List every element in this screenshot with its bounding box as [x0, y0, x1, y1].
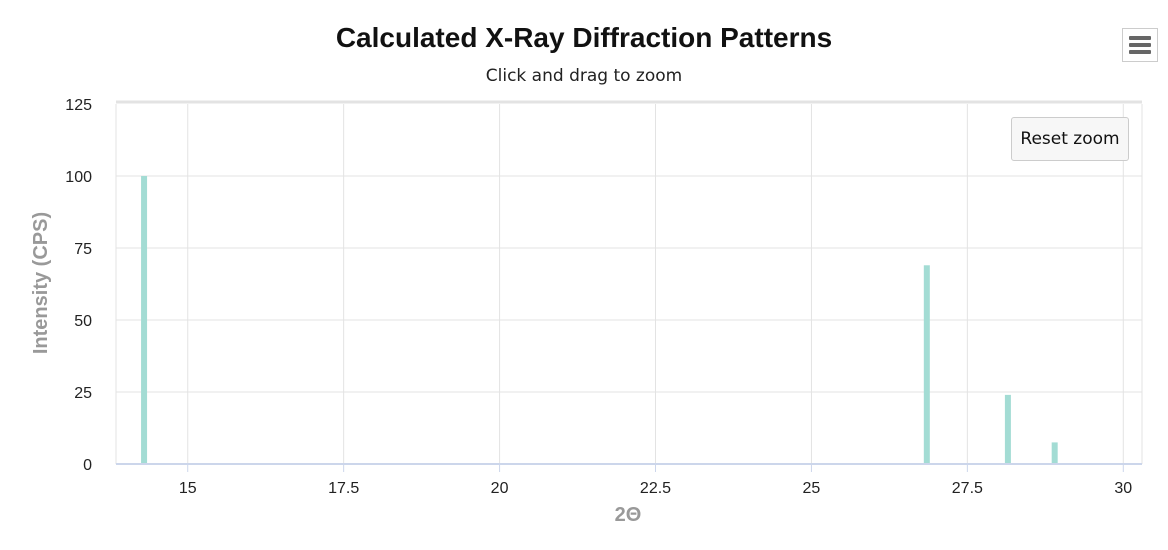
x-tick-label: 20 [491, 480, 509, 497]
data-bar[interactable] [923, 265, 930, 464]
x-tick-label: 25 [803, 480, 821, 497]
tick-labels: 0 25 50 75 100 125 15 17.5 20 22.5 25 27.5 30 [65, 97, 1132, 497]
y-tick-label: 0 [83, 457, 92, 474]
chart-title: Calculated X-Ray Diffraction Patterns [335, 22, 833, 53]
reset-zoom-button[interactable]: Reset zoom [1011, 117, 1129, 161]
y-tick-label: 25 [74, 385, 92, 402]
x-tick-label: 30 [1114, 480, 1132, 497]
x-tick-label: 27.5 [952, 480, 983, 497]
x-tick-label: 15 [179, 480, 197, 497]
data-bar[interactable] [141, 176, 148, 464]
chart-menu-button[interactable] [1122, 28, 1158, 62]
y-tick-label: 125 [65, 97, 92, 114]
x-tick-label: 22.5 [640, 480, 671, 497]
y-axis-title: Intensity (CPS) [30, 212, 52, 354]
data-bar[interactable] [1051, 442, 1058, 464]
chart-subtitle: Click and drag to zoom [485, 66, 683, 86]
y-tick-label: 50 [74, 313, 92, 330]
grid-lines [115, 100, 1143, 464]
data-bars [141, 176, 1058, 464]
x-axis-title: 2Θ [615, 504, 642, 526]
axes [116, 463, 1142, 472]
y-tick-label: 100 [65, 169, 92, 186]
x-tick-label: 17.5 [328, 480, 359, 497]
data-bar[interactable] [1004, 394, 1011, 464]
y-tick-label: 75 [74, 241, 92, 258]
